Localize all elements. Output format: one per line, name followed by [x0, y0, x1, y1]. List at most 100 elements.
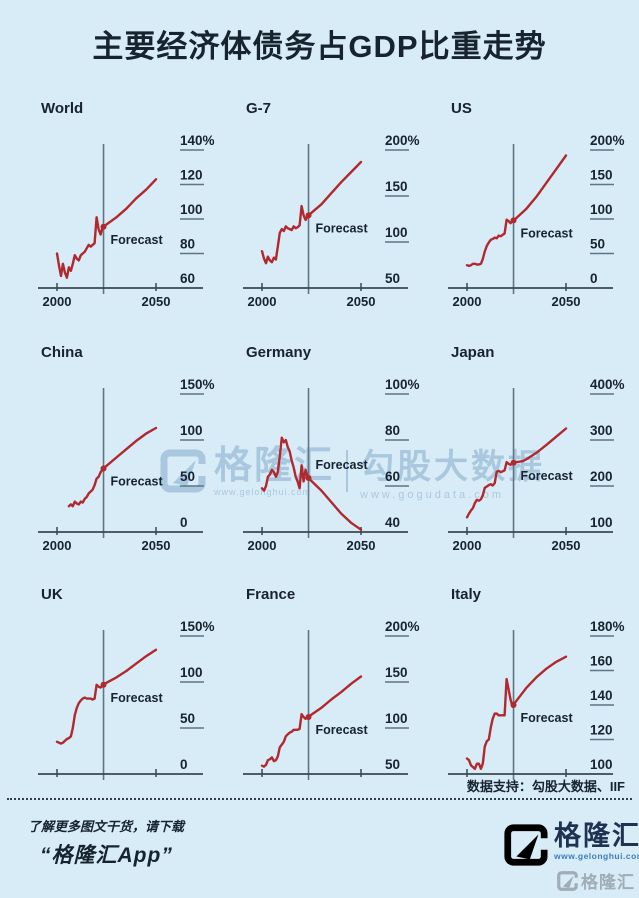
svg-text:100%: 100%	[385, 377, 420, 392]
svg-text:2000: 2000	[248, 538, 277, 553]
center-watermark: 格隆汇 www.gelonghui.com 勾股大数据 www.gogudata…	[158, 447, 545, 501]
svg-text:150%: 150%	[180, 377, 215, 392]
svg-text:100: 100	[180, 665, 203, 680]
svg-text:Forecast: Forecast	[111, 691, 164, 705]
svg-text:0: 0	[180, 515, 188, 530]
chart-france: France 200% 150 100 50 Forecast	[225, 586, 430, 784]
svg-text:2050: 2050	[552, 538, 581, 553]
svg-text:100: 100	[180, 423, 203, 438]
watermark-divider	[346, 450, 349, 492]
svg-text:50: 50	[590, 237, 605, 252]
svg-text:Forecast: Forecast	[111, 475, 164, 489]
footer-logo-url: www.gelonghui.com	[554, 851, 639, 861]
svg-text:60: 60	[180, 271, 195, 286]
svg-text:50: 50	[385, 757, 400, 772]
footer-logo-text: 格隆汇	[554, 821, 639, 851]
svg-text:Forecast: Forecast	[316, 458, 369, 472]
chart-us: US 200% 150 100 50 0 2000 2050 Forecast	[430, 100, 635, 318]
dotted-separator	[7, 798, 632, 800]
svg-text:140: 140	[590, 688, 613, 703]
corner-watermark-text: 格隆汇	[581, 873, 635, 892]
svg-text:100: 100	[385, 711, 408, 726]
svg-text:400%: 400%	[590, 377, 625, 392]
chart-plot: 200% 150 100 50 Forecast	[243, 619, 420, 780]
svg-text:100: 100	[590, 515, 613, 530]
svg-text:100: 100	[385, 225, 408, 240]
svg-text:Forecast: Forecast	[521, 711, 574, 725]
page-title: 主要经济体债务占GDP比重走势	[92, 29, 547, 64]
svg-text:160: 160	[590, 654, 613, 669]
svg-text:50: 50	[180, 711, 195, 726]
watermark-partner-url: www.gogudata.com	[360, 489, 505, 501]
svg-text:50: 50	[385, 271, 400, 286]
chart-plot: 180% 160 140 120 100 Forecast	[448, 619, 625, 780]
svg-text:150: 150	[590, 168, 613, 183]
chart-g7: G-7 200% 150 100 50 2000 2050 Forecast	[225, 100, 430, 318]
svg-text:2000: 2000	[453, 538, 482, 553]
chart-germany: Germany 100% 80 60 40 2000 2050 Forecast	[225, 344, 430, 562]
chart-plot: 100% 80 60 40 2000 2050 Forecast	[243, 377, 420, 553]
chart-plot: 150% 100 50 0 2000 2050 Forecast	[38, 377, 215, 553]
svg-text:120: 120	[590, 723, 613, 738]
chart-plot: 400% 300 200 100 2000 2050 Forecast	[448, 377, 625, 553]
watermark-partner-block: 勾股大数据 www.gogudata.com	[360, 447, 545, 501]
svg-text:80: 80	[180, 237, 195, 252]
svg-text:Forecast: Forecast	[521, 226, 574, 240]
chart-title: UK	[41, 586, 63, 603]
watermark-partner-text: 勾股大数据	[360, 448, 546, 486]
chart-japan: Japan 400% 300 200 100 2000 2050 Forecast	[430, 344, 635, 562]
svg-text:2000: 2000	[43, 538, 72, 553]
svg-text:150: 150	[385, 179, 408, 194]
chart-plot: 200% 150 100 50 0 2000 2050 Forecast	[448, 133, 625, 309]
svg-text:Forecast: Forecast	[316, 723, 369, 737]
watermark-brand-block: 格隆汇 www.gelonghui.com	[214, 447, 334, 497]
svg-text:200%: 200%	[590, 133, 625, 148]
chart-title: France	[246, 586, 296, 603]
svg-text:2050: 2050	[347, 294, 376, 309]
footer-logo-text-block: 格隆汇 www.gelonghui.com	[554, 822, 639, 861]
svg-text:180%: 180%	[590, 619, 625, 634]
chart-title: China	[41, 344, 83, 361]
chart-title: Germany	[246, 344, 312, 361]
svg-text:120: 120	[180, 168, 203, 183]
chart-italy: Italy 180% 160 140 120 100 Forecast	[430, 586, 635, 784]
svg-text:140%: 140%	[180, 133, 215, 148]
chart-title: Japan	[451, 344, 495, 361]
svg-text:Forecast: Forecast	[316, 221, 369, 235]
chart-title: G-7	[246, 100, 272, 117]
footer-logo: 格隆汇 www.gelonghui.com	[502, 822, 639, 868]
chart-title: US	[451, 100, 472, 117]
chart-plot: 200% 150 100 50 2000 2050 Forecast	[243, 133, 420, 309]
watermark-brand-text: 格隆汇	[214, 445, 335, 487]
svg-text:80: 80	[385, 423, 400, 438]
svg-text:0: 0	[590, 271, 598, 286]
svg-text:Forecast: Forecast	[111, 233, 164, 247]
svg-text:2000: 2000	[453, 294, 482, 309]
chart-title: Italy	[451, 586, 482, 603]
gelonghui-logo-icon	[557, 870, 578, 891]
chart-uk: UK 150% 100 50 0 Forecast	[20, 586, 225, 784]
chart-title: World	[41, 100, 84, 117]
svg-text:0: 0	[180, 757, 188, 772]
svg-text:2000: 2000	[43, 294, 72, 309]
svg-text:300: 300	[590, 423, 613, 438]
corner-watermark: 格隆汇	[556, 868, 635, 893]
watermark-brand-url: www.gelonghui.com	[214, 487, 312, 497]
svg-text:40: 40	[385, 515, 400, 530]
gelonghui-logo-icon	[504, 824, 548, 866]
promo-app-name: “格隆汇App”	[40, 844, 173, 867]
promo-text: 了解更多图文干货，请下载	[28, 819, 185, 834]
svg-text:150%: 150%	[180, 619, 215, 634]
svg-text:50: 50	[180, 469, 195, 484]
svg-text:200%: 200%	[385, 619, 420, 634]
svg-text:60: 60	[385, 469, 400, 484]
svg-text:Forecast: Forecast	[521, 469, 574, 483]
svg-text:2000: 2000	[248, 294, 277, 309]
svg-text:2050: 2050	[347, 538, 376, 553]
svg-text:100: 100	[590, 757, 613, 772]
svg-text:2050: 2050	[142, 294, 171, 309]
svg-text:200: 200	[590, 469, 613, 484]
gelonghui-logo-icon	[160, 449, 206, 493]
